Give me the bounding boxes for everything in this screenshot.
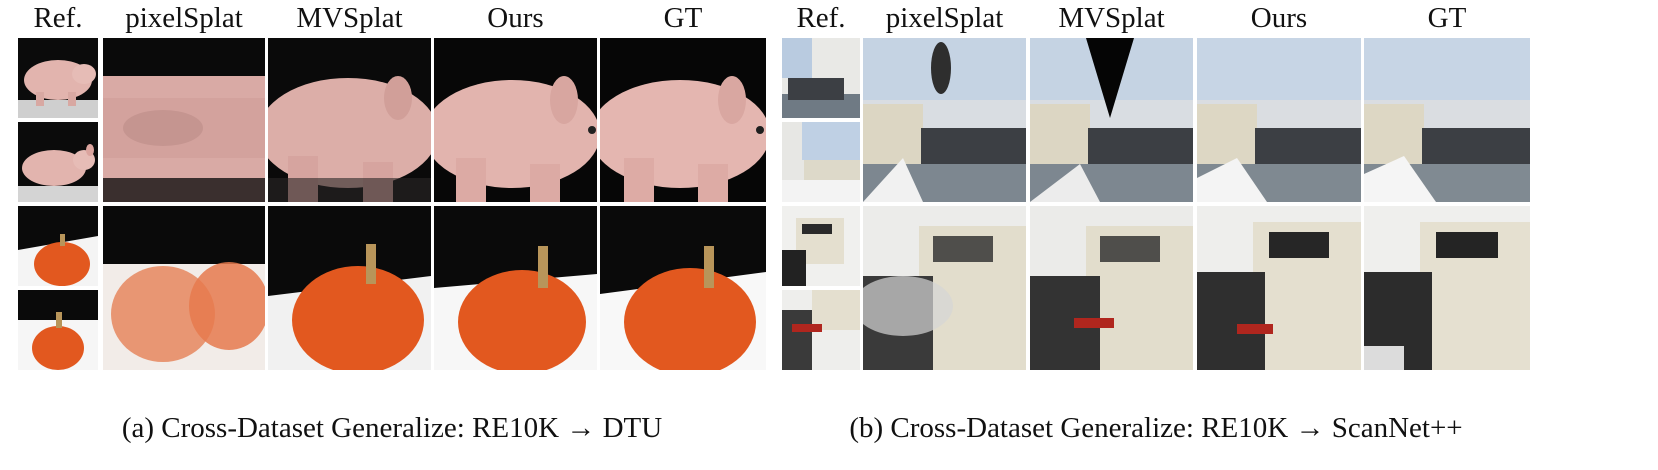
header-ref-b: Ref. (796, 2, 846, 34)
header-ref-a: Ref. (33, 2, 83, 34)
ref-image-printer-2 (782, 290, 860, 370)
header-ours-a: Ours (487, 2, 544, 34)
header-ours-b: Ours (1250, 2, 1308, 34)
ref-image-room-1 (782, 38, 860, 118)
header-pixelsplat-a: pixelSplat (125, 2, 243, 34)
caption-panel-a: (a) Cross-Dataset Generalize: RE10K → DT… (121, 412, 663, 444)
header-gt-b: GT (1427, 2, 1467, 34)
gt-image-pumpkin (600, 206, 766, 370)
mvsplat-render-pig (268, 38, 431, 202)
pixelsplat-render-room (863, 38, 1026, 202)
mvsplat-render-room (1030, 38, 1193, 202)
ref-image-pig-1 (18, 38, 98, 118)
ref-image-pig-2 (18, 122, 98, 202)
pixelsplat-render-pig (103, 38, 265, 202)
ours-render-room (1197, 38, 1361, 202)
gt-image-room (1364, 38, 1530, 202)
pixelsplat-render-printer (863, 206, 1026, 370)
ref-image-pumpkin-1 (18, 206, 98, 286)
mvsplat-render-printer (1030, 206, 1193, 370)
mvsplat-render-pumpkin (268, 206, 431, 370)
header-mvsplat-a: MVSplat (296, 2, 403, 34)
header-mvsplat-b: MVSplat (1058, 2, 1165, 34)
header-gt-a: GT (663, 2, 703, 34)
pixelsplat-render-pumpkin (103, 206, 265, 370)
ref-image-room-2 (782, 122, 860, 202)
ref-image-pumpkin-2 (18, 290, 98, 370)
gt-image-printer (1364, 206, 1530, 370)
header-pixelsplat-b: pixelSplat (885, 2, 1004, 34)
ours-render-printer (1197, 206, 1361, 370)
caption-panel-b: (b) Cross-Dataset Generalize: RE10K → Sc… (849, 412, 1463, 444)
ours-render-pig (434, 38, 597, 202)
ref-image-printer-1 (782, 206, 860, 286)
gt-image-pig (600, 38, 766, 202)
ours-render-pumpkin (434, 206, 597, 370)
